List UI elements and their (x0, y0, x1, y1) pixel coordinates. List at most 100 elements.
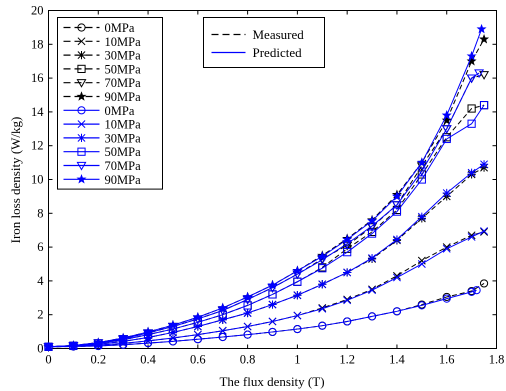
data-point-predicted-70mpa (391, 201, 402, 210)
data-point-predicted-0mpa (293, 324, 302, 334)
data-point-predicted-0mpa (472, 286, 481, 295)
legend-marker (77, 37, 86, 46)
data-point-predicted-90mpa (391, 191, 402, 201)
x-tick-label: 0.4 (140, 353, 156, 367)
legend-label: 70MPa (105, 159, 142, 173)
legend-marker (77, 133, 86, 142)
data-point-predicted-90mpa (143, 326, 154, 337)
data-point-predicted-50mpa (479, 101, 489, 110)
series-line-predicted-10mpa (48, 230, 485, 348)
legend2-label: Predicted (253, 45, 303, 60)
data-point-predicted-0mpa (243, 330, 252, 339)
legend-label: 30MPa (105, 131, 142, 145)
legend-entry: 30MPa (63, 131, 142, 145)
x-tick-label: 0.2 (90, 353, 106, 367)
data-point-predicted-30mpa (392, 235, 402, 244)
legend-label: 0MPa (105, 21, 135, 35)
legend-marker (76, 79, 87, 88)
data-point-measured-10mpa (480, 227, 489, 236)
x-tick-label: 0.8 (240, 353, 256, 367)
data-point-measured-50mpa (467, 104, 476, 113)
legend-entry: 0MPa (63, 21, 135, 35)
legend: 0MPa10MPa30MPa50MPa70MPa90MPa0MPa10MPa30… (57, 17, 163, 190)
legend-marker (77, 106, 86, 115)
data-point-predicted-10mpa (467, 233, 476, 241)
y-tick-label: 0 (37, 342, 43, 356)
data-point-predicted-90mpa (367, 215, 378, 226)
data-point-predicted-90mpa (118, 332, 129, 343)
legend-label: 0MPa (105, 104, 135, 118)
data-point-predicted-30mpa (367, 253, 377, 263)
legend-label: 30MPa (105, 49, 142, 63)
data-point-predicted-0mpa (193, 335, 202, 344)
x-axis-title: The flux density (T) (219, 374, 324, 389)
data-point-measured-10mpa (318, 303, 327, 312)
data-point-predicted-0mpa (417, 301, 426, 310)
legend-label: 90MPa (105, 90, 142, 104)
data-point-predicted-90mpa (93, 337, 104, 347)
data-point-predicted-30mpa (442, 188, 451, 198)
data-point-predicted-90mpa (68, 340, 79, 350)
data-point-predicted-70mpa (441, 125, 452, 134)
data-point-predicted-30mpa (218, 315, 227, 324)
legend-label: 10MPa (105, 35, 142, 49)
data-point-predicted-90mpa (167, 319, 178, 330)
data-point-predicted-90mpa (466, 50, 477, 61)
data-point-predicted-0mpa (343, 317, 352, 326)
data-point-predicted-10mpa (318, 304, 327, 313)
y-tick-label: 14 (31, 105, 44, 119)
legend-marker (77, 64, 86, 74)
legend-label: 10MPa (105, 118, 142, 132)
data-point-predicted-10mpa (218, 326, 227, 335)
x-tick-label: 1.6 (439, 353, 455, 367)
data-point-predicted-30mpa (318, 280, 327, 289)
legend-marker (77, 147, 86, 156)
data-point-predicted-0mpa (467, 287, 476, 296)
data-point-predicted-30mpa (293, 291, 302, 300)
data-point-predicted-90mpa (476, 23, 487, 34)
data-point-predicted-10mpa (368, 286, 377, 295)
data-point-predicted-30mpa (467, 168, 476, 177)
data-point-predicted-0mpa (318, 321, 327, 330)
data-point-predicted-90mpa (292, 265, 303, 276)
x-tick-label: 1.2 (339, 353, 355, 367)
data-point-predicted-90mpa (441, 110, 452, 120)
legend-entry: 70MPa (63, 76, 141, 90)
data-point-predicted-10mpa (343, 296, 352, 305)
ticks-layer: 0 0.2 0.4 0.6 0.8 1 1.2 1.4 1.6 1.8 0 2 4 6 8 10 12 14 16 1… (31, 4, 504, 367)
legend-marker (76, 174, 87, 184)
data-point-predicted-10mpa (193, 330, 202, 339)
legend-measured-predicted: Measured Predicted (203, 17, 325, 68)
data-point-predicted-10mpa (168, 334, 177, 342)
x-tick-label: 0 (45, 353, 51, 367)
y-tick-label: 20 (31, 4, 44, 18)
data-point-predicted-50mpa (218, 310, 227, 319)
data-point-predicted-10mpa (417, 260, 426, 268)
data-point-predicted-30mpa (343, 268, 352, 277)
data-point-measured-90mpa (441, 115, 452, 125)
data-point-predicted-30mpa (193, 322, 202, 331)
legend-marker (76, 161, 87, 171)
y-tick-label: 12 (31, 139, 44, 153)
data-point-predicted-30mpa (479, 160, 489, 169)
data-point-predicted-90mpa (192, 311, 203, 322)
legend-entry: 0MPa (63, 104, 135, 118)
data-point-predicted-90mpa (43, 341, 54, 352)
legend-label: 50MPa (105, 62, 142, 76)
legend-box (57, 17, 163, 190)
y-tick-label: 8 (37, 206, 43, 220)
x-tick-label: 1 (294, 353, 300, 367)
series-predicted-90mpa (43, 23, 487, 352)
y-tick-label: 4 (37, 274, 44, 288)
data-point-predicted-70mpa (416, 167, 427, 177)
legend-entry: 30MPa (63, 49, 142, 63)
data-point-predicted-90mpa (242, 291, 253, 302)
data-point-predicted-70mpa (466, 74, 477, 84)
legend-marker (77, 51, 86, 60)
y-tick-label: 18 (31, 37, 44, 51)
data-point-predicted-0mpa (442, 294, 451, 303)
series-predicted-10mpa (44, 227, 489, 351)
data-point-predicted-10mpa (480, 227, 489, 235)
